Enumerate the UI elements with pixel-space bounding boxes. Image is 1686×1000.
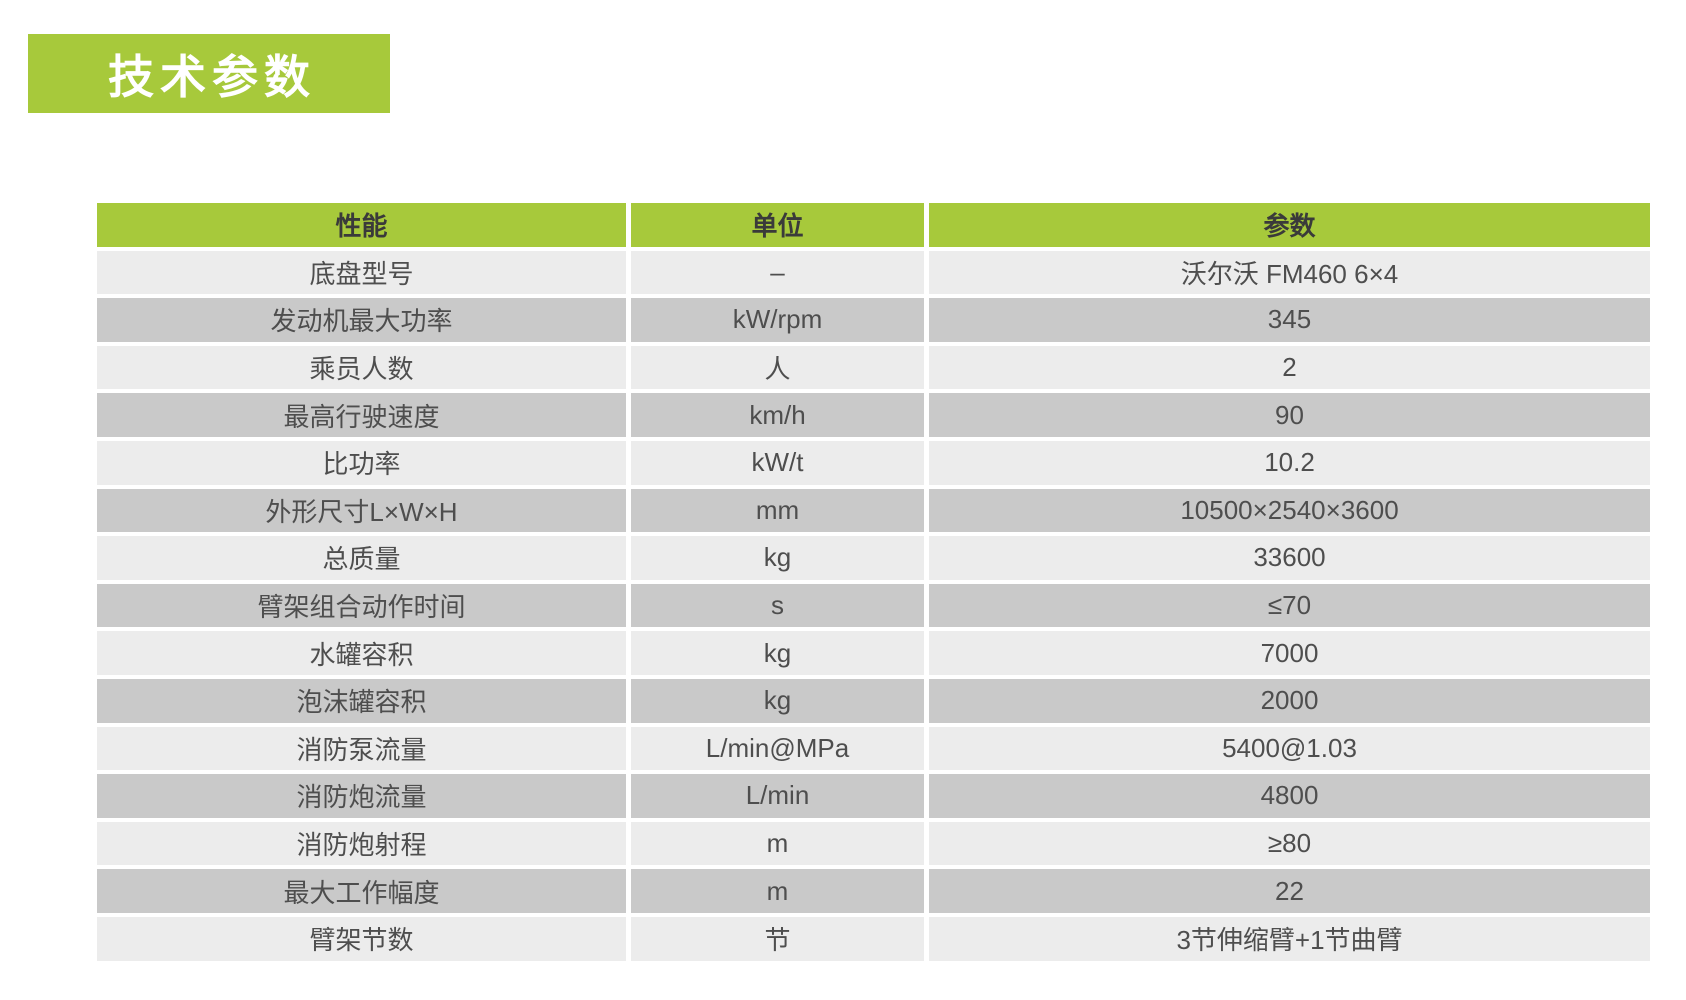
parameter-value-cell: 10.2 (929, 440, 1650, 485)
parameter-value-cell: 5400@1.03 (929, 726, 1650, 771)
section-title-banner: 技术参数 (28, 34, 390, 113)
performance-cell: 乘员人数 (97, 345, 626, 390)
parameter-value-cell: 2 (929, 345, 1650, 390)
technical-parameters-table: 性能 单位 参数 底盘型号 – 沃尔沃 FM460 6×4 发动机最大功率 kW/rpm… (97, 203, 1650, 961)
performance-cell: 外形尺寸L×W×H (97, 488, 626, 533)
parameter-value-cell: 345 (929, 298, 1650, 342)
parameter-value-cell: 90 (929, 393, 1650, 437)
parameter-value-cell: ≥80 (929, 821, 1650, 866)
unit-cell: mm (631, 488, 924, 533)
parameter-value-cell: 沃尔沃 FM460 6×4 (929, 250, 1650, 295)
unit-cell: kW/t (631, 440, 924, 485)
unit-cell: 节 (631, 916, 924, 961)
unit-cell: L/min (631, 774, 924, 818)
section-title: 技术参数 (108, 50, 316, 103)
performance-cell: 比功率 (97, 440, 626, 485)
parameter-value-cell: 2000 (929, 678, 1650, 723)
unit-cell: m (631, 869, 924, 913)
unit-cell: kW/rpm (631, 298, 924, 342)
parameter-value-cell: 7000 (929, 631, 1650, 675)
parameter-value-cell: 22 (929, 869, 1650, 913)
unit-cell: kg (631, 678, 924, 723)
unit-cell: km/h (631, 393, 924, 437)
column-header-parameter: 参数 (929, 203, 1650, 247)
performance-cell: 泡沫罐容积 (97, 678, 626, 723)
performance-cell: 臂架组合动作时间 (97, 583, 626, 628)
unit-cell: m (631, 821, 924, 866)
unit-cell: L/min@MPa (631, 726, 924, 771)
performance-cell: 总质量 (97, 536, 626, 580)
unit-cell: kg (631, 536, 924, 580)
parameter-value-cell: 10500×2540×3600 (929, 488, 1650, 533)
performance-cell: 发动机最大功率 (97, 298, 626, 342)
performance-cell: 水罐容积 (97, 631, 626, 675)
unit-cell: kg (631, 631, 924, 675)
parameter-value-cell: 3节伸缩臂+1节曲臂 (929, 916, 1650, 961)
performance-cell: 消防炮流量 (97, 774, 626, 818)
unit-cell: 人 (631, 345, 924, 390)
unit-cell: – (631, 250, 924, 295)
column-header-unit: 单位 (631, 203, 924, 247)
performance-cell: 消防泵流量 (97, 726, 626, 771)
unit-cell: s (631, 583, 924, 628)
parameter-value-cell: 33600 (929, 536, 1650, 580)
performance-cell: 最高行驶速度 (97, 393, 626, 437)
performance-cell: 最大工作幅度 (97, 869, 626, 913)
parameter-value-cell: 4800 (929, 774, 1650, 818)
performance-cell: 消防炮射程 (97, 821, 626, 866)
column-header-performance: 性能 (97, 203, 626, 247)
performance-cell: 臂架节数 (97, 916, 626, 961)
parameter-value-cell: ≤70 (929, 583, 1650, 628)
performance-cell: 底盘型号 (97, 250, 626, 295)
